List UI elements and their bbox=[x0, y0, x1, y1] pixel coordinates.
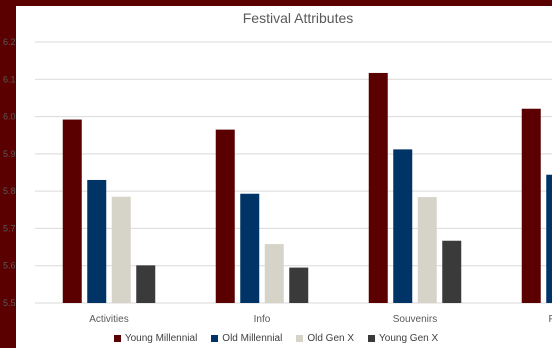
bar-young-millennial-activities bbox=[62, 119, 82, 303]
bar-young-millennial-info bbox=[215, 129, 235, 303]
bar-old-millennial-souvenirs bbox=[393, 149, 413, 303]
y-tick-label: 6.2 bbox=[3, 37, 16, 47]
bars bbox=[62, 72, 552, 304]
bar-young-gen-x-souvenirs bbox=[442, 240, 462, 303]
y-tick-label: 5.6 bbox=[3, 261, 16, 271]
y-tick-label: 5.9 bbox=[3, 149, 16, 159]
y-tick-label: 5.5 bbox=[3, 298, 16, 308]
x-tick-label: Souvenirs bbox=[393, 314, 437, 325]
y-tick-label: 6.0 bbox=[3, 112, 16, 122]
x-axis-tick-labels: Activities Info Souvenirs Facilities bbox=[89, 314, 552, 325]
legend-label: Young Gen X bbox=[379, 333, 439, 344]
legend-swatch bbox=[296, 335, 304, 342]
bar-young-gen-x-info bbox=[289, 267, 309, 303]
y-tick-label: 5.8 bbox=[3, 186, 16, 196]
x-tick-label: Activities bbox=[89, 314, 128, 325]
legend-item: Young Millennial bbox=[113, 333, 198, 344]
legend-swatch bbox=[368, 335, 376, 342]
legend-label: Young Millennial bbox=[124, 333, 198, 344]
bar-old-millennial-info bbox=[240, 193, 260, 303]
bar-young-gen-x-activities bbox=[136, 265, 156, 303]
x-tick-label: Facilities bbox=[549, 314, 552, 325]
legend-label: Old Millennial bbox=[222, 333, 283, 344]
y-tick-label: 5.7 bbox=[3, 223, 16, 233]
y-axis-tick-labels: 5.5 5.6 5.7 5.8 5.9 6.0 6.1 6.2 bbox=[3, 37, 16, 308]
legend-item: Old Millennial bbox=[211, 333, 282, 344]
top-frame-border bbox=[0, 0, 552, 6]
legend-item: Young Gen X bbox=[368, 333, 438, 344]
left-frame-border bbox=[0, 0, 16, 348]
bar-old-millennial-activities bbox=[87, 179, 107, 303]
bar-young-millennial-souvenirs bbox=[368, 72, 388, 303]
bar-young-millennial-facilities bbox=[521, 108, 541, 304]
legend-swatch bbox=[113, 335, 121, 342]
legend-swatch bbox=[211, 335, 219, 342]
x-tick-label: Info bbox=[254, 314, 271, 325]
bar-old-gen-x-activities bbox=[111, 196, 131, 303]
bar-old-gen-x-info bbox=[264, 244, 284, 303]
legend-item: Old Gen X bbox=[296, 333, 354, 344]
legend: Young Millennial Old Millennial Old Gen X Y… bbox=[0, 333, 552, 344]
bar-old-millennial-facilities bbox=[546, 174, 552, 303]
bar-old-gen-x-souvenirs bbox=[417, 197, 437, 303]
chart-title: Festival Attributes bbox=[243, 10, 354, 26]
y-tick-label: 6.1 bbox=[3, 74, 16, 84]
legend-label: Old Gen X bbox=[307, 333, 355, 344]
